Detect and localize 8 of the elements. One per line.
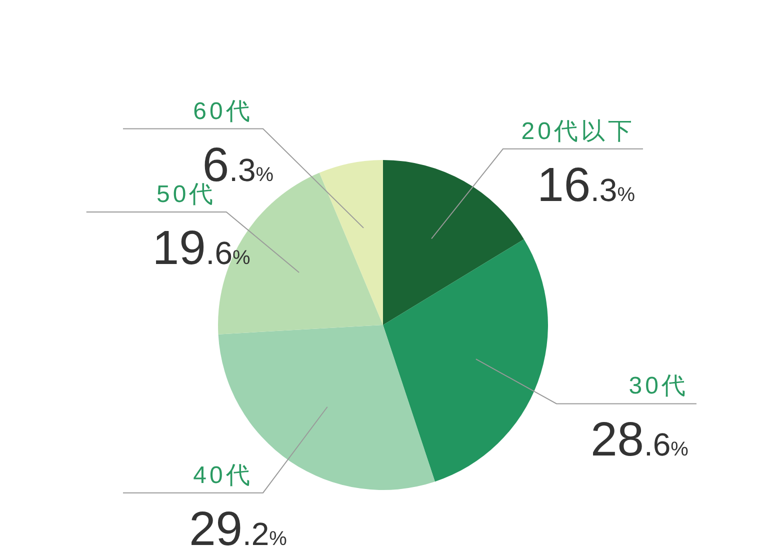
slice-label: 60代 — [193, 98, 253, 125]
data-label: 16.3% — [537, 158, 636, 212]
slice-label: 20代以下 — [521, 118, 635, 145]
data-label: 28.6% — [590, 414, 689, 467]
data-label: 19.6% — [152, 222, 250, 275]
slice-label: 40代 — [193, 462, 253, 489]
data-label: 29.2% — [189, 502, 288, 556]
slice-label: 30代 — [628, 372, 688, 400]
